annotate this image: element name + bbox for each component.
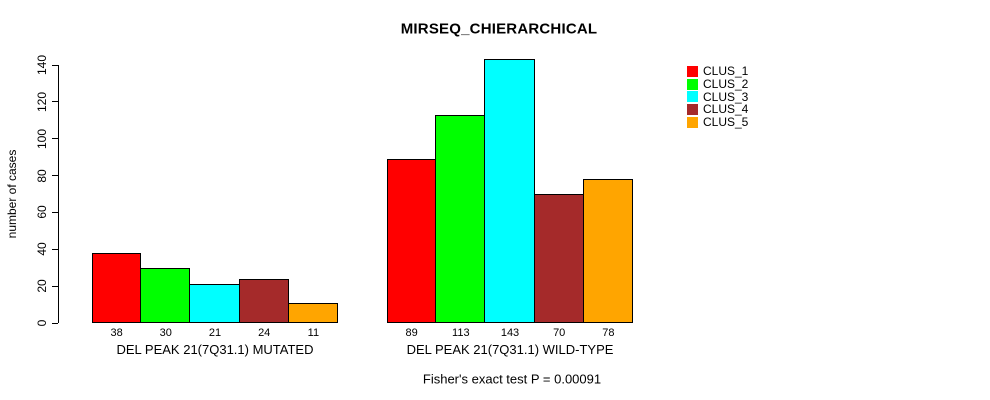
y-axis-tick	[52, 248, 58, 250]
group-label-wild-type: DEL PEAK 21(7Q31.1) WILD-TYPE	[406, 342, 614, 357]
legend-label: CLUS_3	[703, 89, 749, 104]
y-axis-tick-label: 60	[35, 205, 49, 220]
bar-value-label: 70	[553, 327, 566, 339]
bar-value-label: 113	[452, 327, 470, 339]
y-axis-tick	[52, 138, 58, 140]
y-axis-tick-label: 140	[35, 54, 49, 76]
bar-value-label: 21	[208, 327, 222, 339]
legend-label: CLUS_1	[703, 64, 749, 79]
legend-swatch-icon	[687, 78, 698, 90]
y-axis-tick	[52, 101, 58, 103]
legend-swatch-icon	[687, 65, 698, 77]
y-axis-tick	[52, 211, 58, 213]
y-axis-tick-label: 80	[35, 168, 49, 183]
bar-clus_5-group2	[582, 179, 633, 323]
bar-clus_3-group2	[484, 59, 535, 323]
y-axis-line	[58, 65, 59, 323]
bar-value-label: 24	[258, 327, 271, 339]
bar-value-label: 78	[602, 327, 615, 339]
y-axis-tick	[52, 64, 58, 66]
bar-clus_5-group1	[287, 302, 338, 323]
bar-clus_4-group2	[533, 194, 584, 323]
bar-value-label: 89	[405, 327, 418, 339]
bar-value-label: 143	[500, 327, 520, 339]
legend-label: CLUS_5	[703, 115, 749, 130]
legend-label: CLUS_4	[703, 102, 749, 117]
bar-clus_3-group1	[189, 284, 240, 323]
legend-item-clus_4: CLUS_4	[687, 102, 749, 117]
bar-clus_4-group1	[238, 278, 289, 323]
legend-item-clus_1: CLUS_1	[687, 64, 749, 79]
bar-clus_2-group1	[140, 267, 191, 323]
legend-item-clus_3: CLUS_3	[687, 89, 749, 104]
legend: CLUS_1 CLUS_2 CLUS_3 CLUS_4 CLUS_5	[687, 64, 749, 130]
bar-clus_1-group1	[92, 252, 142, 323]
legend-swatch-icon	[687, 91, 698, 103]
legend-swatch-icon	[687, 116, 698, 128]
y-axis-title: number of cases	[5, 149, 19, 239]
legend-item-clus_2: CLUS_2	[687, 77, 749, 92]
bar-value-label: 11	[307, 327, 320, 339]
group-label-mutated: DEL PEAK 21(7Q31.1) MUTATED	[116, 342, 314, 357]
y-axis-tick-label: 20	[35, 279, 49, 293]
legend-item-clus_5: CLUS_5	[687, 115, 749, 130]
y-axis-tick	[52, 175, 58, 177]
y-axis-tick-label: 0	[35, 319, 49, 327]
fisher-test-annotation: Fisher's exact test P = 0.00091	[422, 371, 602, 387]
y-axis-tick	[52, 285, 58, 287]
y-axis-tick-label: 40	[35, 242, 49, 256]
y-axis-tick-label: 100	[35, 128, 49, 149]
y-axis-tick	[52, 322, 58, 324]
bar-value-label: 30	[159, 327, 172, 339]
bar-value-label: 38	[110, 327, 123, 339]
bar-clus_2-group2	[435, 114, 486, 323]
legend-swatch-icon	[687, 103, 698, 115]
legend-label: CLUS_2	[703, 77, 749, 92]
y-axis-tick-label: 120	[35, 91, 49, 112]
chart-title: MIRSEQ_CHIERARCHICAL	[400, 20, 598, 38]
bar-clus_1-group2	[387, 158, 437, 323]
